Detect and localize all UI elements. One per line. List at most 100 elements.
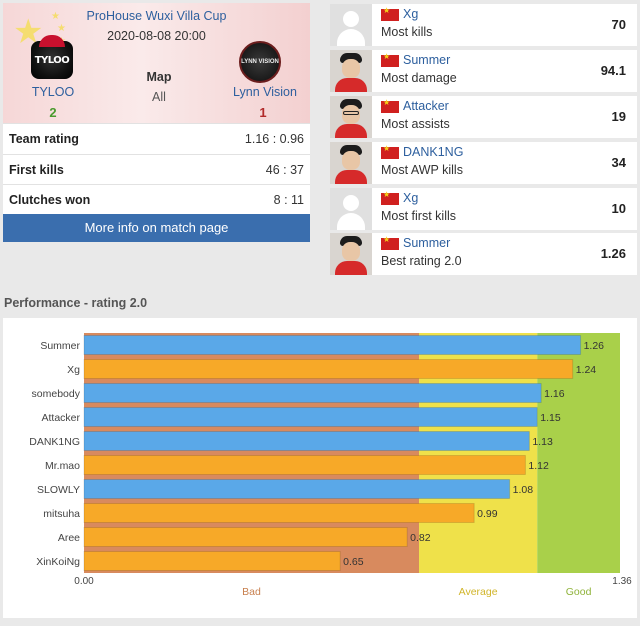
zone-average-label: Average: [459, 586, 498, 598]
bar-category-label: Xg: [67, 364, 80, 376]
team1-logo[interactable]: TYLOO: [31, 35, 73, 79]
stat-label: Team rating: [9, 131, 79, 146]
player-name[interactable]: Summer: [403, 236, 451, 250]
bar-category-label: Summer: [40, 340, 80, 352]
team2-logo-text: LYNN VISION: [241, 59, 279, 65]
team1-score: 2: [49, 105, 57, 120]
flag-dot-icon: ★: [51, 11, 60, 22]
bar-value-label: 1.12: [528, 460, 549, 472]
top-player-most-awp-kills[interactable]: DANK1NG Most AWP kills 34: [330, 142, 637, 184]
performance-chart: Bad Average Good Summer 1.26 Xg 1.24 somebody 1.…: [29, 333, 632, 598]
bar-slowly: [83, 479, 511, 499]
more-info-button[interactable]: More info on match page: [3, 214, 310, 242]
player-name[interactable]: Xg: [403, 7, 419, 21]
player-name[interactable]: Attacker: [403, 99, 449, 113]
team1-logo-text: TYLOO: [34, 54, 70, 66]
bar-value-label: 1.13: [532, 436, 553, 448]
event-name[interactable]: ProHouse Wuxi Villa Cup: [86, 9, 227, 23]
top-player-most-kills[interactable]: Xg Most kills 70: [330, 4, 637, 46]
china-flag-icon: [381, 235, 399, 250]
player-stat-value: 1.26: [600, 246, 626, 261]
bar-xinkoing: [83, 551, 341, 571]
top-player-best-rating[interactable]: Summer Best rating 2.0 1.26: [330, 233, 637, 275]
bar-attacker: [83, 407, 538, 427]
china-flag-icon: [381, 52, 399, 67]
bar-value-label: 0.65: [343, 556, 364, 568]
stat-label: Clutches won: [9, 192, 91, 207]
player-stat-value: 19: [611, 109, 626, 124]
stat-label: First kills: [9, 162, 64, 177]
bar-value-label: 1.24: [576, 364, 597, 376]
map-label: Map: [146, 70, 172, 84]
team2-name[interactable]: Lynn Vision: [233, 85, 297, 99]
player-avatar: [330, 96, 372, 138]
zone-bad-label: Bad: [242, 586, 261, 598]
flag-dot-icon: ★: [57, 23, 66, 34]
player-stat-value: 10: [611, 201, 626, 216]
bar-dank1ng: [83, 431, 530, 451]
stat-value: 46 : 37: [265, 162, 304, 177]
bar-category-label: mitsuha: [43, 508, 80, 520]
bar-xg: [83, 359, 574, 379]
china-flag-icon: [381, 144, 399, 159]
bar-category-label: Aree: [58, 532, 80, 544]
bar-value-label: 0.99: [477, 508, 498, 520]
match-datetime: 2020-08-08 20:00: [107, 29, 206, 43]
player-stat-value: 34: [611, 155, 626, 170]
stat-row-team-rating: Team rating 1.16 : 0.96: [3, 123, 310, 153]
bar-value-label: 1.15: [540, 412, 561, 424]
stat-value: 8 : 11: [273, 192, 304, 207]
bar-category-label: SLOWLY: [37, 484, 80, 496]
player-name[interactable]: Summer: [403, 53, 451, 67]
china-flag-icon: [381, 6, 399, 21]
bar-mitsuha: [83, 503, 475, 523]
match-card: ★ ★ ★ ★ ProHouse Wuxi Villa Cup 2020-08-…: [3, 3, 310, 242]
zone-good-label: Good: [566, 586, 592, 598]
stat-row-clutches-won: Clutches won 8 : 11: [3, 184, 310, 214]
player-stat-label: Most damage: [381, 71, 457, 85]
china-flag-icon: [381, 190, 399, 205]
player-avatar: [330, 142, 372, 184]
top-player-most-first-kills[interactable]: Xg Most first kills 10: [330, 188, 637, 230]
bar-value-label: 1.16: [544, 388, 565, 400]
player-placeholder-icon: [330, 188, 372, 230]
bar-somebody: [83, 383, 542, 403]
player-name[interactable]: DANK1NG: [403, 145, 464, 159]
x-tick-label: 1.36: [612, 576, 632, 587]
team1-name[interactable]: TYLOO: [31, 85, 75, 99]
map-value: All: [152, 90, 166, 104]
bar-category-label: XinKoiNg: [36, 556, 80, 568]
bar-value-label: 1.26: [584, 340, 605, 352]
player-stat-label: Best rating 2.0: [381, 254, 462, 268]
bar-mr.mao: [83, 455, 526, 475]
player-stat-value: 94.1: [600, 63, 626, 78]
x-tick-label: 0.00: [74, 576, 94, 587]
bar-category-label: Attacker: [41, 412, 80, 424]
performance-chart-panel: Bad Average Good Summer 1.26 Xg 1.24 somebody 1.…: [3, 318, 637, 618]
bar-category-label: somebody: [32, 388, 81, 400]
player-stat-label: Most AWP kills: [381, 163, 463, 177]
player-name[interactable]: Xg: [403, 191, 419, 205]
stat-row-first-kills: First kills 46 : 37: [3, 154, 310, 184]
player-stat-label: Most kills: [381, 25, 433, 39]
team2-score: 1: [259, 105, 267, 120]
top-player-most-assists[interactable]: Attacker Most assists 19: [330, 96, 637, 138]
player-avatar: [330, 233, 372, 275]
bar-category-label: DANK1NG: [29, 436, 80, 448]
player-placeholder-icon: [330, 4, 372, 46]
bar-value-label: 0.82: [410, 532, 431, 544]
stat-value: 1.16 : 0.96: [244, 131, 304, 146]
bar-category-label: Mr.mao: [45, 460, 80, 472]
player-stat-value: 70: [611, 17, 626, 32]
bar-aree: [83, 527, 408, 547]
bar-value-label: 1.08: [513, 484, 534, 496]
player-avatar: [330, 50, 372, 92]
china-flag-icon: [381, 98, 399, 113]
match-header: ★ ★ ★ ★ ProHouse Wuxi Villa Cup 2020-08-…: [3, 3, 310, 123]
player-stat-label: Most assists: [381, 117, 450, 131]
top-player-most-damage[interactable]: Summer Most damage 94.1: [330, 50, 637, 92]
performance-title: Performance - rating 2.0: [4, 296, 148, 310]
bar-summer: [83, 335, 582, 355]
team2-logo[interactable]: LYNN VISION: [239, 41, 281, 83]
player-stat-label: Most first kills: [381, 209, 456, 223]
